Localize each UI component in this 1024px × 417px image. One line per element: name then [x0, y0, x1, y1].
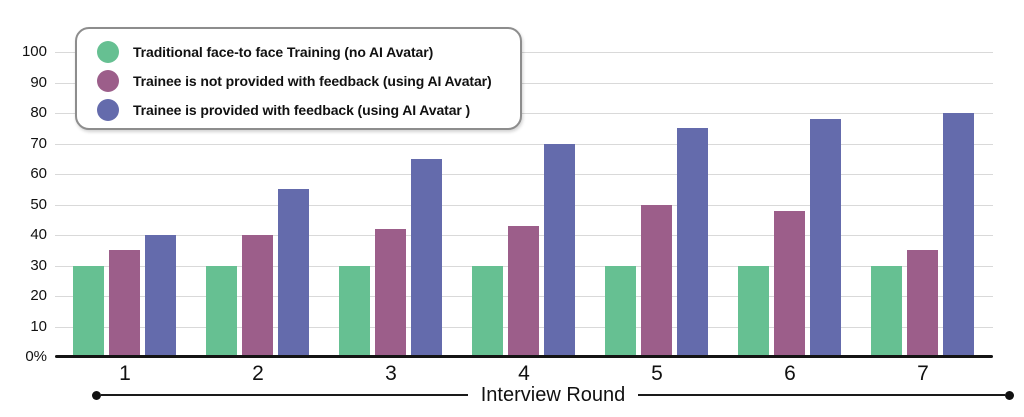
legend-rows: Traditional face-to face Training (no AI… [97, 37, 520, 124]
gridline [55, 52, 993, 53]
bar-series-2-round-7 [907, 250, 938, 357]
bar-series-2-round-4 [508, 226, 539, 357]
legend-label: Trainee is provided with feedback (using… [133, 101, 471, 118]
y-tick-label: 60 [30, 165, 47, 182]
bar-series-3-round-3 [411, 159, 442, 357]
bar-series-3-round-2 [278, 189, 309, 357]
legend-label: Traditional face-to face Training (no AI… [133, 43, 434, 60]
bar-series-1-round-3 [339, 266, 370, 358]
bar-series-2-round-3 [375, 229, 406, 357]
legend-swatch-circle [97, 40, 119, 63]
bar-series-1-round-4 [472, 266, 503, 358]
bar-series-3-round-7 [943, 113, 974, 357]
legend-item-3: Trainee is provided with feedback (using… [97, 95, 520, 124]
x-tick-label: 3 [385, 362, 397, 385]
legend-swatch-circle [97, 69, 119, 92]
bar-series-2-round-2 [242, 235, 273, 357]
bar-series-1-round-1 [73, 266, 104, 358]
y-tick-label: 10 [30, 318, 47, 335]
x-axis-line [55, 355, 993, 358]
axis-rule-left [101, 394, 468, 396]
legend: Traditional face-to face Training (no AI… [75, 27, 522, 130]
x-tick-label: 7 [917, 362, 929, 385]
bar-series-2-round-5 [641, 205, 672, 358]
bar-series-1-round-5 [605, 266, 636, 358]
bar-series-1-round-7 [871, 266, 902, 358]
bar-series-3-round-6 [810, 119, 841, 357]
axis-endpoint-dot-right [1005, 390, 1014, 400]
x-axis-annotation: Interview Round [92, 384, 1014, 406]
y-tick-label: 30 [30, 257, 47, 274]
legend-label: Trainee is not provided with feedback (u… [133, 72, 492, 89]
bar-series-2-round-1 [109, 250, 140, 357]
legend-item-2: Trainee is not provided with feedback (u… [97, 66, 520, 95]
axis-endpoint-dot-left [92, 390, 101, 400]
legend-item-1: Traditional face-to face Training (no AI… [97, 37, 520, 66]
y-tick-label: 70 [30, 135, 47, 152]
axis-rule-right [638, 394, 1005, 396]
y-tick-label: 0% [25, 348, 47, 365]
y-tick-label: 50 [30, 196, 47, 213]
gridline [55, 83, 993, 84]
x-axis-title: Interview Round [480, 384, 626, 406]
y-tick-label: 20 [30, 287, 47, 304]
gridline [55, 144, 993, 145]
gridline [55, 174, 993, 175]
legend-swatch-circle [97, 98, 119, 121]
bar-series-3-round-4 [544, 144, 575, 358]
x-tick-label: 2 [252, 362, 264, 385]
bar-series-2-round-6 [774, 211, 805, 357]
x-tick-label: 6 [784, 362, 796, 385]
x-tick-label: 1 [119, 362, 131, 385]
bar-series-1-round-6 [738, 266, 769, 358]
x-tick-label: 4 [518, 362, 530, 385]
bar-series-3-round-5 [677, 128, 708, 357]
x-tick-label: 5 [651, 362, 663, 385]
y-tick-label: 90 [30, 74, 47, 91]
bar-series-1-round-2 [206, 266, 237, 358]
y-tick-label: 40 [30, 226, 47, 243]
bar-series-3-round-1 [145, 235, 176, 357]
gridline [55, 205, 993, 206]
gridline [55, 113, 993, 114]
y-tick-label: 80 [30, 104, 47, 121]
y-tick-label: 100 [21, 43, 47, 60]
